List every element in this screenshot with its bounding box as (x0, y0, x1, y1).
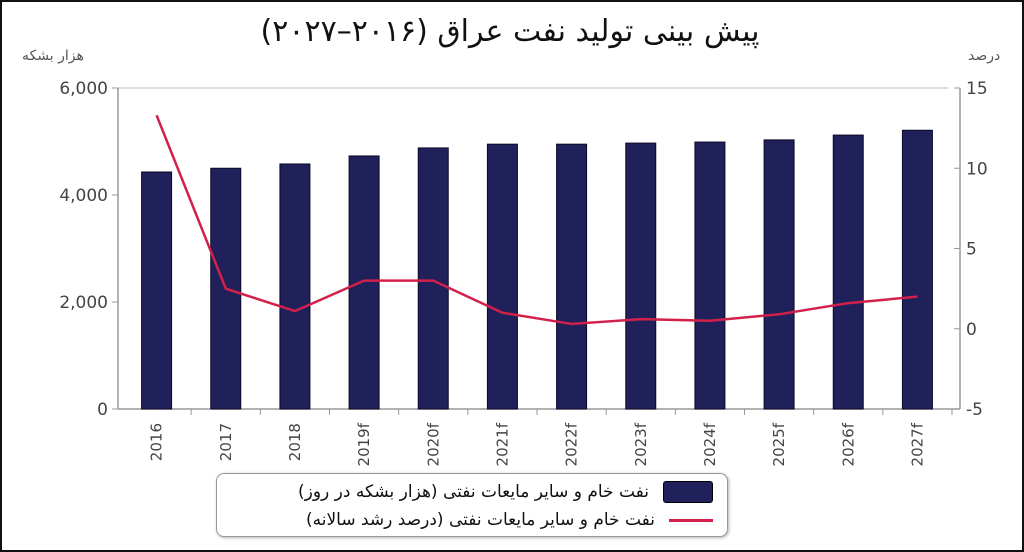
line-swatch-icon (669, 518, 713, 522)
right-tick-label: -5 (966, 400, 983, 420)
bar (279, 163, 311, 410)
bar (832, 134, 864, 410)
legend-item-bars: نفت خام و سایر مایعات نفتی (هزار بشکه در… (298, 478, 727, 506)
line-series (155, 114, 918, 326)
x-tick-label: 2027f (908, 422, 926, 466)
x-tick-label: 2024f (701, 422, 719, 466)
x-tick-label: 2021f (493, 422, 511, 466)
axis-labels: 0 2,000 4,000 6,000 -5 0 5 10 15 2016 2017 2018 2019… (59, 79, 987, 466)
x-tick-label: 2020f (424, 422, 442, 466)
bar (417, 147, 449, 410)
x-tick-label: 2026f (839, 422, 857, 466)
bar-swatch-icon (663, 481, 713, 503)
x-tick-label: 2022f (563, 422, 581, 466)
left-tick-label: 6,000 (59, 79, 108, 99)
bar (556, 143, 588, 410)
left-tick-label: 2,000 (59, 293, 108, 313)
axes (112, 87, 961, 415)
x-tick-label: 2019f (355, 422, 373, 466)
x-tick-label: 2016 (148, 423, 166, 461)
bar (901, 129, 933, 410)
legend: نفت خام و سایر مایعات نفتی (هزار بشکه در… (216, 473, 728, 537)
legend-item-line: نفت خام و سایر مایعات نفتی (درصد رشد سال… (306, 506, 727, 534)
bar (486, 143, 518, 410)
bar (141, 171, 173, 410)
bar (348, 155, 380, 410)
chart-title: پیش بینی تولید نفت عراق (۲۰۱۶–۲۰۲۷) (260, 14, 760, 49)
left-tick-label: 0 (97, 400, 108, 420)
bar (763, 139, 795, 410)
right-tick-label: 0 (966, 320, 977, 340)
left-axis-unit-label: هزار بشکه (22, 48, 84, 64)
right-tick-label: 5 (966, 240, 977, 260)
right-tick-label: 10 (966, 159, 988, 179)
growth-line (155, 114, 918, 326)
x-tick-label: 2023f (632, 422, 650, 466)
right-axis-unit-label: درصد (968, 48, 1001, 64)
x-tick-label: 2017 (217, 423, 235, 461)
legend-bars-label: نفت خام و سایر مایعات نفتی (هزار بشکه در… (298, 482, 649, 502)
bar-series (141, 129, 933, 410)
left-tick-label: 4,000 (59, 186, 108, 206)
x-tick-label: 2025f (770, 422, 788, 466)
x-tick-label: 2018 (286, 423, 304, 461)
bar (625, 142, 657, 410)
bar (694, 141, 726, 410)
right-tick-label: 15 (966, 79, 988, 99)
legend-line-label: نفت خام و سایر مایعات نفتی (درصد رشد سال… (306, 510, 655, 530)
